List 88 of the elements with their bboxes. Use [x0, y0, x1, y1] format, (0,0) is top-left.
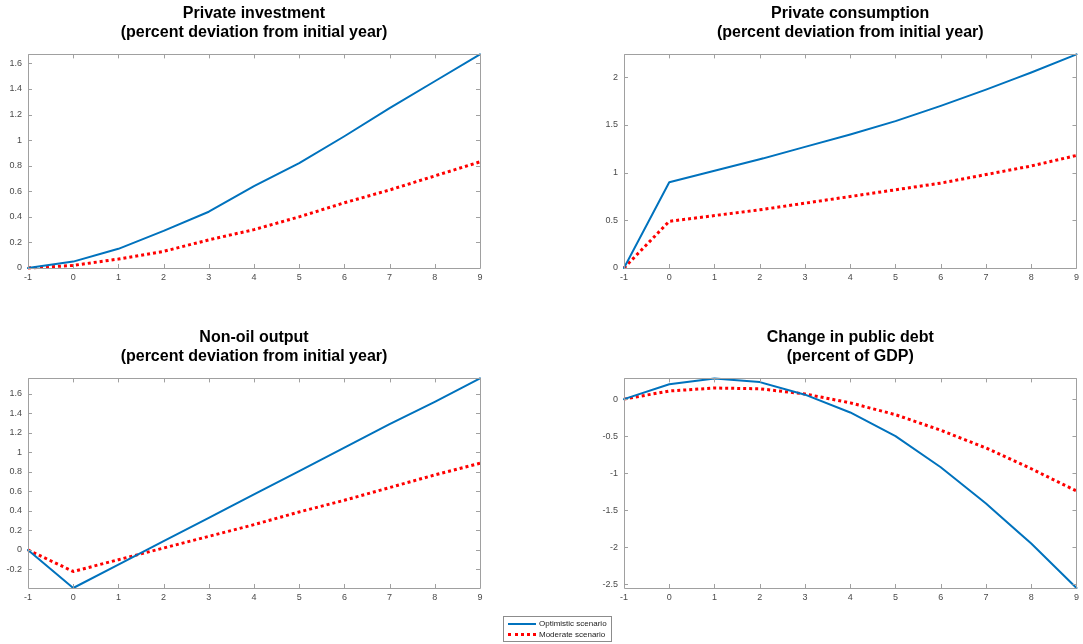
x-tick-label: 5: [296, 591, 302, 602]
y-tick-label: 2: [612, 71, 618, 82]
x-tick-label: 9: [1073, 591, 1080, 602]
x-tick-label: -1: [23, 591, 33, 602]
x-tick-label: 2: [161, 271, 167, 282]
x-tick-label: 1: [115, 271, 121, 282]
legend-label: Moderate scenario: [539, 629, 606, 640]
x-tick-label: 8: [432, 271, 438, 282]
y-tick-label: 1.6: [9, 57, 22, 68]
y-tick-label: 0.8: [9, 466, 22, 477]
y-tick-label: 1.5: [605, 119, 618, 130]
x-tick-label: 4: [251, 591, 257, 602]
x-tick-label: 6: [938, 271, 944, 282]
y-tick-label: 0: [612, 393, 618, 404]
x-tick-label: 3: [802, 591, 808, 602]
y-tick-label: 0.6: [9, 485, 22, 496]
y-tick-label: -2.5: [602, 578, 618, 589]
x-tick-label: 4: [847, 591, 853, 602]
x-tick-label: 8: [1028, 591, 1034, 602]
chart-subtitle: (percent deviation from initial year): [716, 23, 984, 41]
x-tick-label: 6: [341, 591, 347, 602]
y-tick-label: -1: [609, 467, 618, 478]
y-tick-label: 1.2: [9, 109, 22, 119]
y-tick-label: 0.5: [605, 214, 618, 225]
chart-subtitle: (percent deviation from initial year): [120, 347, 388, 365]
x-tick-label: 1: [711, 271, 718, 282]
y-tick-label: 1: [16, 134, 22, 145]
x-tick-label: 7: [387, 591, 393, 602]
chart-title: Change in public debt: [766, 328, 935, 346]
x-tick-label: 7: [387, 271, 393, 282]
y-tick-label: 0.2: [9, 236, 22, 247]
x-tick-label: 2: [757, 271, 763, 282]
x-tick-label: 0: [666, 271, 672, 282]
y-tick-label: 0.6: [9, 185, 22, 196]
chart-title: Private consumption: [771, 4, 930, 22]
y-tick-label: 1.6: [9, 388, 22, 399]
legend-label: Optimistic scenario: [539, 618, 607, 629]
x-tick-label: 5: [892, 591, 899, 602]
chart-subtitle: (percent deviation from initial year): [120, 23, 388, 41]
y-tick-label: 1.4: [9, 407, 22, 418]
x-tick-label: -1: [619, 591, 629, 602]
y-tick-label: 0.2: [9, 524, 22, 535]
x-tick-label: 0: [666, 591, 672, 602]
x-tick-label: 2: [757, 591, 763, 602]
x-tick-label: 5: [296, 271, 302, 282]
x-tick-label: 4: [251, 271, 257, 282]
y-tick-label: 0: [612, 262, 618, 273]
y-tick-label: 1.2: [9, 427, 22, 438]
x-tick-label: 5: [892, 271, 899, 282]
x-tick-label: 3: [206, 271, 212, 282]
chart-title: Private investment: [182, 4, 326, 22]
x-tick-label: 6: [938, 591, 944, 602]
x-tick-label: 0: [70, 271, 76, 282]
x-tick-label: -1: [23, 271, 33, 282]
y-tick-label: 1.4: [9, 83, 22, 94]
chart-title: Non-oil output: [199, 328, 310, 346]
x-tick-label: 1: [711, 591, 718, 602]
x-tick-label: 2: [161, 591, 167, 602]
x-tick-label: 7: [983, 591, 989, 602]
y-tick-label: 0: [16, 544, 22, 555]
x-tick-label: 9: [477, 591, 483, 602]
x-tick-label: 6: [341, 271, 347, 282]
y-tick-label: -1.5: [602, 504, 618, 515]
x-tick-label: 9: [1073, 271, 1080, 282]
x-tick-label: 8: [1028, 271, 1034, 282]
x-tick-label: 9: [477, 271, 483, 282]
x-tick-label: -1: [619, 271, 629, 282]
x-tick-label: 8: [432, 591, 438, 602]
x-tick-label: 1: [115, 591, 121, 602]
x-tick-label: 4: [847, 271, 853, 282]
y-tick-label: -2: [609, 541, 618, 552]
y-tick-label: 1: [612, 167, 618, 178]
y-tick-label: 0.4: [9, 505, 22, 516]
y-tick-label: 1: [16, 446, 22, 457]
x-tick-label: 0: [70, 591, 76, 602]
line-series: [26, 160, 482, 270]
x-tick-label: 7: [983, 271, 989, 282]
line-series: [26, 461, 482, 573]
line-series: [622, 386, 1078, 493]
x-tick-label: 3: [802, 271, 808, 282]
y-tick-label: 0: [16, 262, 22, 273]
y-tick-label: 0.8: [9, 160, 22, 171]
chart-subtitle: (percent of GDP): [786, 347, 914, 365]
y-tick-label: 0.4: [9, 211, 22, 222]
line-series: [622, 153, 1078, 270]
x-tick-label: 3: [206, 591, 212, 602]
y-tick-label: -0.5: [602, 430, 618, 441]
y-tick-label: -0.2: [6, 563, 22, 574]
